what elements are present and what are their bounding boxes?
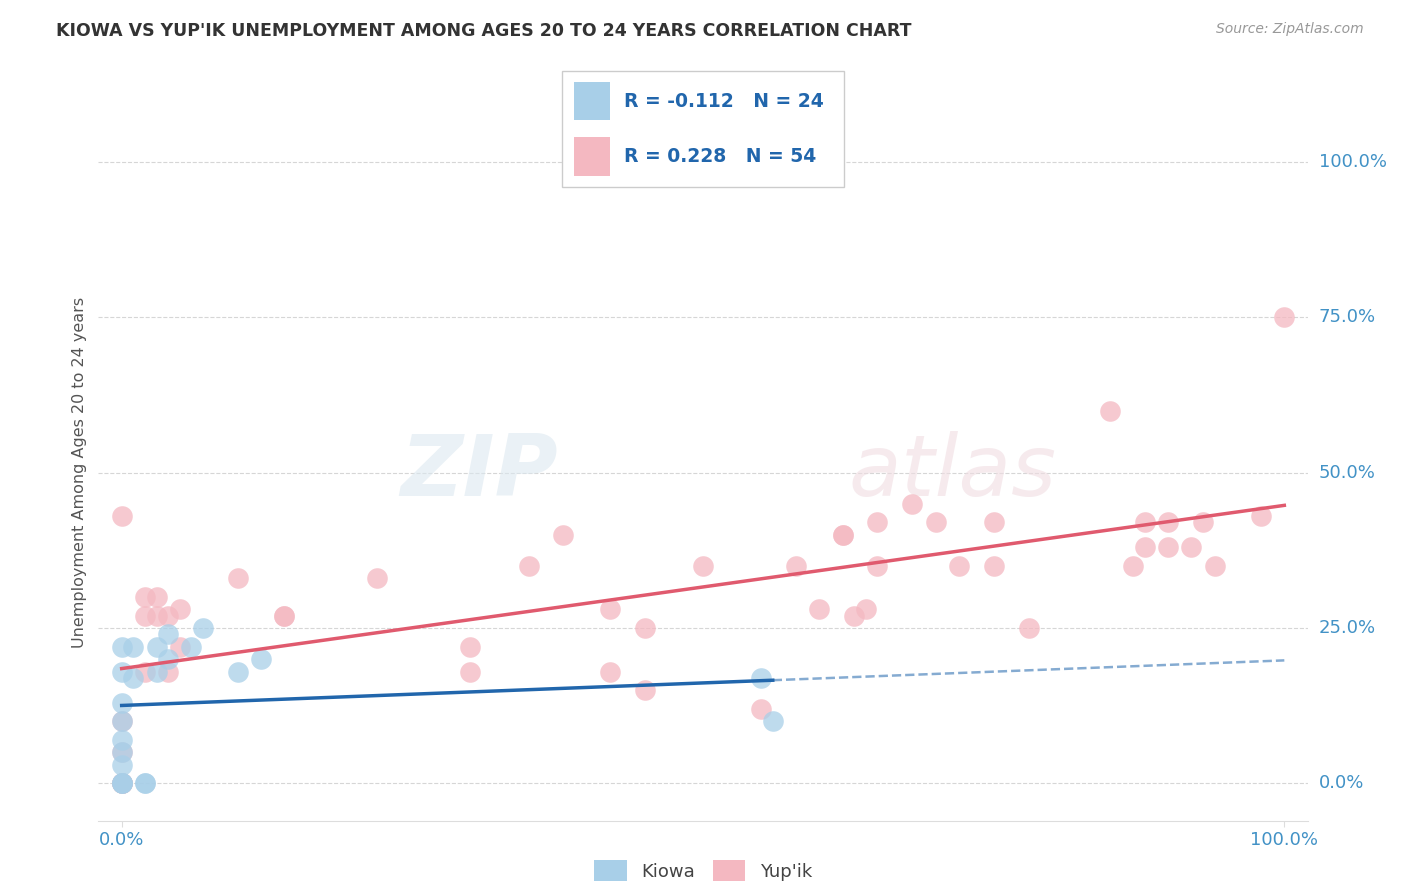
Point: [1133, 516, 1156, 530]
Point: [1192, 516, 1215, 530]
Point: [111, 776, 134, 790]
Point: [111, 714, 134, 729]
Point: [553, 528, 575, 542]
Point: [599, 665, 621, 679]
Point: [111, 732, 134, 747]
Point: [134, 776, 156, 790]
Point: [692, 558, 714, 573]
Point: [785, 558, 807, 573]
Point: [145, 665, 167, 679]
Point: [831, 528, 853, 542]
Point: [831, 528, 853, 542]
Point: [1098, 403, 1121, 417]
Point: [111, 776, 134, 790]
Text: 0.0%: 0.0%: [1319, 774, 1364, 792]
Point: [111, 665, 134, 679]
Text: KIOWA VS YUP'IK UNEMPLOYMENT AMONG AGES 20 TO 24 YEARS CORRELATION CHART: KIOWA VS YUP'IK UNEMPLOYMENT AMONG AGES …: [56, 22, 911, 40]
Point: [1157, 541, 1180, 555]
Point: [1272, 310, 1295, 325]
Text: 25.0%: 25.0%: [1319, 619, 1376, 637]
Point: [111, 776, 134, 790]
Point: [111, 776, 134, 790]
Point: [634, 683, 657, 698]
Point: [134, 776, 156, 790]
Point: [111, 714, 134, 729]
Point: [145, 640, 167, 654]
Point: [273, 608, 295, 623]
Text: Source: ZipAtlas.com: Source: ZipAtlas.com: [1216, 22, 1364, 37]
Point: [111, 509, 134, 524]
Point: [134, 590, 156, 604]
Point: [111, 757, 134, 772]
Point: [1133, 541, 1156, 555]
Point: [866, 516, 889, 530]
Point: [250, 652, 273, 666]
Text: ZIP: ZIP: [401, 431, 558, 515]
Point: [122, 640, 145, 654]
Text: 75.0%: 75.0%: [1319, 309, 1376, 326]
Point: [460, 665, 482, 679]
Point: [901, 497, 924, 511]
Point: [169, 640, 191, 654]
Point: [111, 696, 134, 710]
Point: [808, 602, 831, 616]
Point: [111, 776, 134, 790]
Point: [1157, 516, 1180, 530]
Point: [111, 745, 134, 759]
Point: [517, 558, 540, 573]
Text: atlas: atlas: [848, 431, 1056, 515]
Point: [460, 640, 482, 654]
Point: [749, 671, 772, 685]
Point: [134, 665, 156, 679]
Point: [157, 608, 180, 623]
Point: [983, 558, 1005, 573]
Point: [157, 627, 180, 641]
Point: [866, 558, 889, 573]
Point: [169, 602, 191, 616]
Point: [1250, 509, 1272, 524]
Legend: Kiowa, Yup'ik: Kiowa, Yup'ik: [593, 861, 813, 881]
Point: [122, 671, 145, 685]
Bar: [574, 82, 610, 120]
Bar: [574, 137, 610, 176]
Point: [180, 640, 202, 654]
Text: 100.0%: 100.0%: [1319, 153, 1386, 171]
Point: [948, 558, 970, 573]
Point: [157, 665, 180, 679]
Point: [749, 702, 772, 716]
Point: [145, 590, 167, 604]
Text: R = -0.112   N = 24: R = -0.112 N = 24: [624, 92, 824, 111]
Point: [842, 608, 865, 623]
Point: [111, 776, 134, 790]
Point: [145, 608, 167, 623]
Point: [924, 516, 946, 530]
Point: [855, 602, 877, 616]
Point: [157, 652, 180, 666]
Point: [366, 571, 388, 585]
Point: [273, 608, 295, 623]
Point: [134, 608, 156, 623]
Point: [1204, 558, 1226, 573]
Point: [1180, 541, 1202, 555]
Y-axis label: Unemployment Among Ages 20 to 24 years: Unemployment Among Ages 20 to 24 years: [72, 297, 87, 648]
Point: [762, 714, 785, 729]
Point: [634, 621, 657, 635]
Text: 50.0%: 50.0%: [1319, 464, 1375, 482]
Point: [226, 665, 249, 679]
Text: R = 0.228   N = 54: R = 0.228 N = 54: [624, 146, 817, 166]
Point: [111, 640, 134, 654]
Point: [111, 745, 134, 759]
Point: [983, 516, 1005, 530]
Point: [226, 571, 249, 585]
Point: [191, 621, 214, 635]
Point: [1122, 558, 1144, 573]
Point: [599, 602, 621, 616]
Point: [1018, 621, 1040, 635]
FancyBboxPatch shape: [562, 71, 844, 187]
